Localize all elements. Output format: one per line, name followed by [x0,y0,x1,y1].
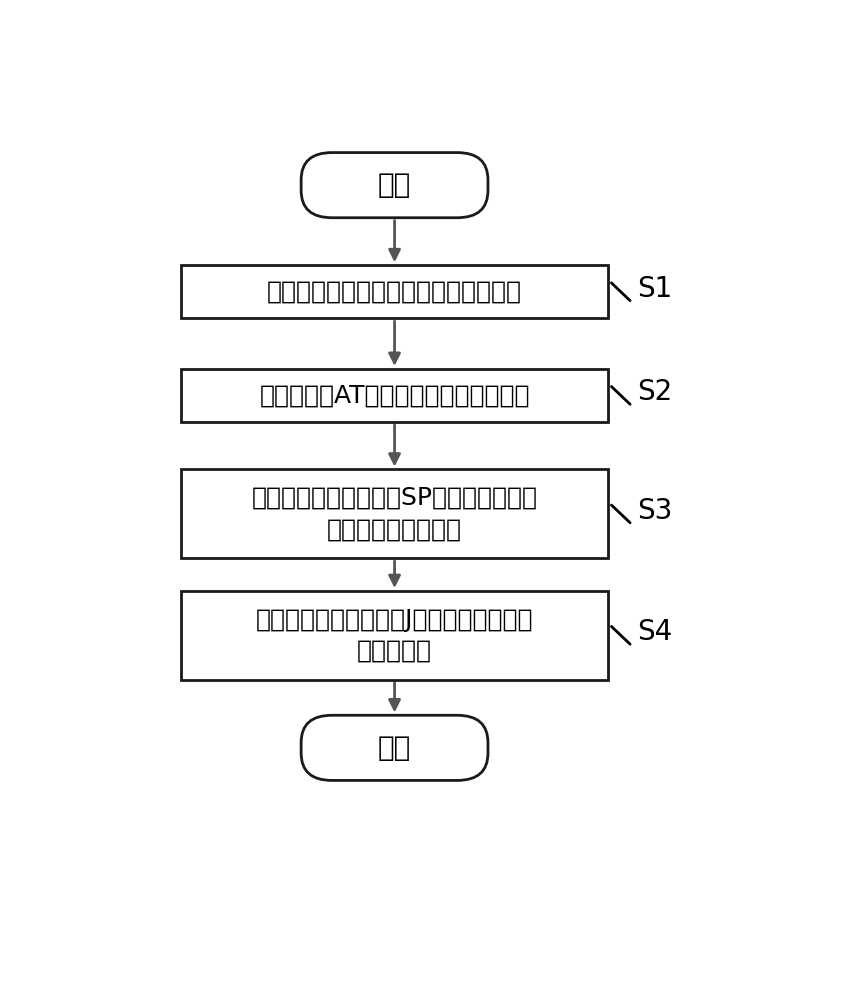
Text: S2: S2 [637,378,672,406]
FancyBboxPatch shape [181,369,608,422]
FancyBboxPatch shape [181,265,608,318]
Text: S3: S3 [637,497,672,525]
Text: 结束: 结束 [378,734,412,762]
Text: 设计部分连接计划模型SP，生成下一时刻
连接状态的特征向量: 设计部分连接计划模型SP，生成下一时刻 连接状态的特征向量 [251,486,537,542]
Text: 开始: 开始 [378,171,412,199]
FancyBboxPatch shape [181,591,608,680]
FancyBboxPatch shape [301,153,488,218]
FancyBboxPatch shape [301,715,488,780]
FancyBboxPatch shape [181,469,608,558]
Text: S4: S4 [637,618,672,646]
Text: 生成列、数据表和连接关系的特征向量: 生成列、数据表和连接关系的特征向量 [267,280,522,304]
Text: 构建深度强化学习模型J，生成数据表的最
优连接顺序: 构建深度强化学习模型J，生成数据表的最 优连接顺序 [256,608,533,663]
Text: 设计向量树AT来生成连接树的特征向量: 设计向量树AT来生成连接树的特征向量 [259,383,530,407]
Text: S1: S1 [637,275,672,303]
